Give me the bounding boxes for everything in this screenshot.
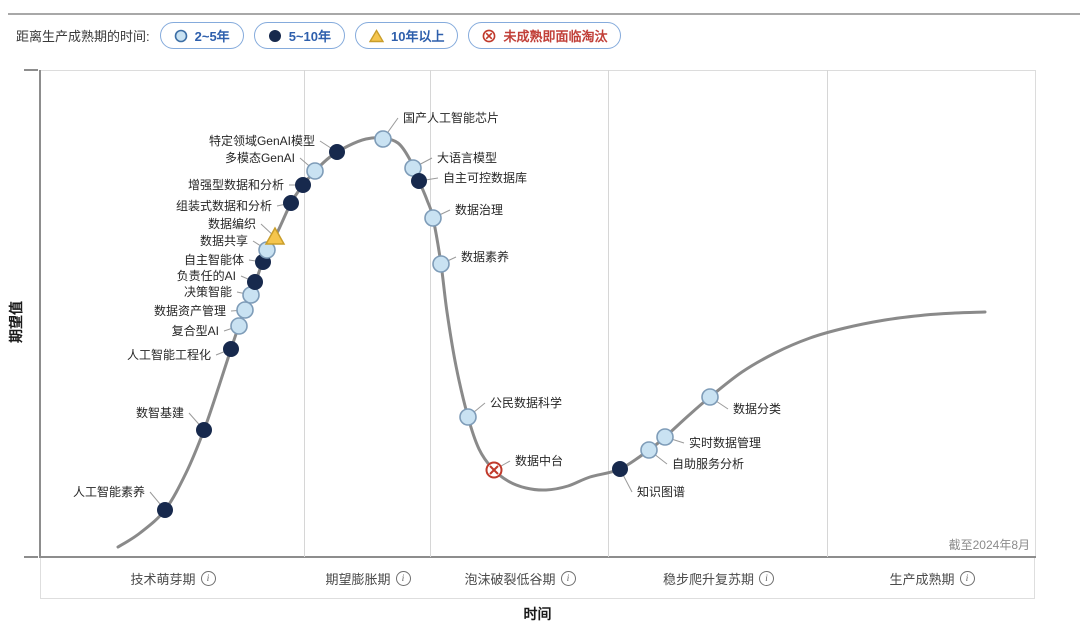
y-axis-tick-bottom xyxy=(24,556,38,558)
point-marker-circle-light[interactable] xyxy=(230,317,248,335)
y-axis-tick-top xyxy=(24,69,38,71)
legend-pill-label: 5~10年 xyxy=(288,29,331,44)
circle-light-icon xyxy=(174,29,187,42)
info-icon[interactable]: i xyxy=(759,570,774,586)
point-marker-circle-dark[interactable] xyxy=(411,173,427,189)
phase-label-text: 生产成熟期 xyxy=(889,571,955,587)
phase-label-3: 泡沫破裂低谷期 i xyxy=(431,558,609,598)
point-label: 大语言模型 xyxy=(437,151,498,165)
phase-label-2: 期望膨胀期 i xyxy=(305,558,431,598)
legend: 距离生产成熟期的时间: 2~5年 5~10年 10年以上 未成 xyxy=(16,22,622,49)
circle-dark-icon xyxy=(268,29,281,42)
point-label: 决策智能 xyxy=(183,285,232,299)
phase-divider xyxy=(608,70,609,557)
legend-pill-5-10[interactable]: 5~10年 xyxy=(253,22,345,49)
x-axis-line xyxy=(39,556,1036,558)
point-marker-circle-dark[interactable] xyxy=(223,341,239,357)
plot-border-right xyxy=(1035,70,1036,557)
crossed-circle-icon xyxy=(483,29,496,42)
point-marker-circle-light[interactable] xyxy=(640,441,658,459)
phase-band: 技术萌芽期 i 期望膨胀期 i 泡沫破裂低谷期 i 稳步爬升复苏期 i 生产成熟期 i xyxy=(40,558,1035,599)
phase-label-4: 稳步爬升复苏期 i xyxy=(609,558,828,598)
point-label: 公民数据科学 xyxy=(490,396,563,410)
legend-title: 距离生产成熟期的时间: xyxy=(16,29,150,44)
point-label: 自助服务分析 xyxy=(672,457,745,471)
x-axis-label: 时间 xyxy=(523,606,552,622)
point-marker-circle-dark[interactable] xyxy=(196,422,212,438)
point-marker-circle-light[interactable] xyxy=(236,301,254,319)
phase-divider xyxy=(304,70,305,557)
phase-label-5: 生产成熟期 i xyxy=(828,558,1036,598)
point-label: 数据分类 xyxy=(733,402,782,416)
point-label: 数据中台 xyxy=(515,454,564,468)
legend-pill-obsolete[interactable]: 未成熟即面临淘汰 xyxy=(468,22,622,49)
phase-label-text: 稳步爬升复苏期 xyxy=(662,571,754,587)
point-label: 多模态GenAI xyxy=(224,151,295,165)
as-of-note: 截至2024年8月 xyxy=(948,538,1030,552)
point-marker-cross[interactable] xyxy=(485,461,503,479)
triangle-icon xyxy=(368,28,384,42)
phase-divider xyxy=(827,70,828,557)
point-label: 国产人工智能芯片 xyxy=(403,111,500,125)
point-label: 负责任的AI xyxy=(176,269,236,283)
info-icon[interactable]: i xyxy=(560,570,576,586)
point-marker-circle-light[interactable] xyxy=(432,255,450,273)
phase-label-1: 技术萌芽期 i xyxy=(41,558,305,598)
point-label: 组装式数据和分析 xyxy=(175,199,272,213)
point-marker-circle-dark[interactable] xyxy=(329,144,345,160)
point-marker-circle-light[interactable] xyxy=(306,162,324,180)
point-marker-circle-light[interactable] xyxy=(656,428,674,446)
point-label: 人工智能工程化 xyxy=(126,348,211,362)
point-marker-circle-light[interactable] xyxy=(459,408,477,426)
point-marker-circle-dark[interactable] xyxy=(295,177,311,193)
plot-border-top xyxy=(40,70,1035,71)
point-marker-circle-light[interactable] xyxy=(701,388,719,406)
point-marker-circle-dark[interactable] xyxy=(157,502,173,518)
point-label: 数据编织 xyxy=(207,217,256,231)
point-label: 人工智能素养 xyxy=(72,485,145,499)
phase-label-text: 期望膨胀期 xyxy=(325,571,391,587)
info-icon[interactable]: i xyxy=(959,570,975,586)
point-label: 复合型AI xyxy=(171,324,219,338)
point-label: 特定领域GenAI模型 xyxy=(208,134,315,148)
legend-pill-10plus[interactable]: 10年以上 xyxy=(354,22,459,49)
point-label: 数智基建 xyxy=(135,406,184,420)
info-icon[interactable]: i xyxy=(395,570,411,586)
point-marker-circle-dark[interactable] xyxy=(612,461,628,477)
legend-pill-2-5[interactable]: 2~5年 xyxy=(159,22,244,49)
point-label: 数据共享 xyxy=(199,234,248,248)
legend-pill-label: 2~5年 xyxy=(194,29,230,44)
y-axis-line xyxy=(39,70,41,558)
point-marker-triangle[interactable] xyxy=(264,226,286,245)
info-icon[interactable]: i xyxy=(200,570,216,586)
point-marker-circle-light[interactable] xyxy=(424,209,442,227)
point-label: 数据治理 xyxy=(455,203,504,217)
top-divider xyxy=(8,13,1080,15)
point-label: 实时数据管理 xyxy=(689,436,762,450)
phase-divider xyxy=(430,70,431,557)
point-marker-circle-dark[interactable] xyxy=(247,274,263,290)
point-label: 自主智能体 xyxy=(183,253,244,267)
phase-label-text: 技术萌芽期 xyxy=(130,571,196,587)
point-label: 数据资产管理 xyxy=(153,304,226,318)
point-marker-circle-light[interactable] xyxy=(374,130,392,148)
point-label: 增强型数据和分析 xyxy=(187,178,284,192)
point-marker-circle-dark[interactable] xyxy=(283,195,299,211)
point-label: 自主可控数据库 xyxy=(443,171,528,185)
phase-label-text: 泡沫破裂低谷期 xyxy=(464,571,556,587)
legend-pill-label: 10年以上 xyxy=(390,29,445,44)
point-label: 数据素养 xyxy=(461,250,510,264)
point-label: 知识图谱 xyxy=(637,485,686,499)
legend-pill-label: 未成熟即面临淘汰 xyxy=(503,29,608,44)
